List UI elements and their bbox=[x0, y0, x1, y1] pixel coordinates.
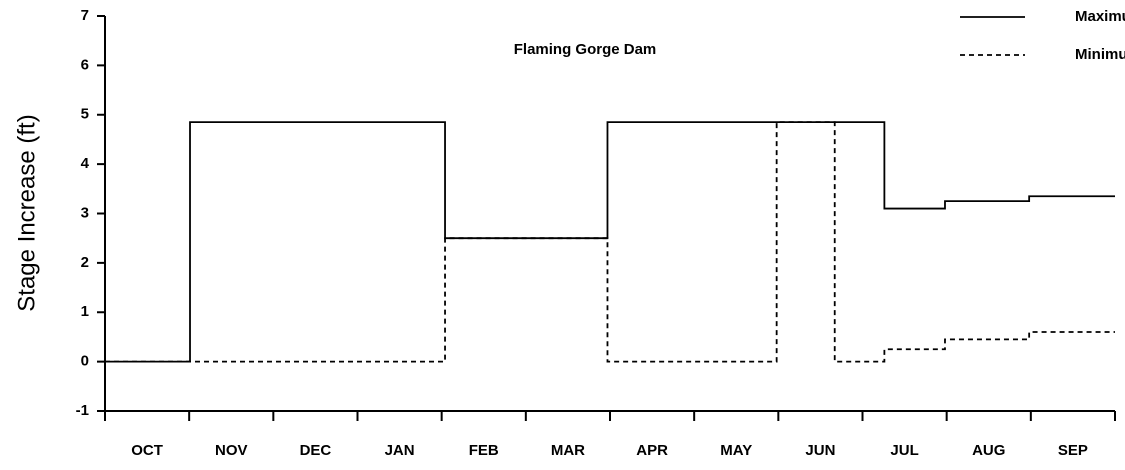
y-tick-label: 7 bbox=[81, 7, 89, 24]
x-tick-label: OCT bbox=[131, 442, 163, 459]
y-tick-label: 5 bbox=[81, 106, 89, 123]
legend-label: Maximum bbox=[1075, 8, 1125, 25]
x-tick-label: SEP bbox=[1058, 442, 1088, 459]
legend-label: Minimum bbox=[1075, 46, 1125, 63]
x-tick-label: DEC bbox=[300, 442, 332, 459]
y-tick-label: 4 bbox=[81, 155, 90, 172]
y-tick-label: 0 bbox=[81, 353, 89, 370]
series-line bbox=[105, 121, 1115, 363]
x-tick-label: APR bbox=[636, 442, 668, 459]
y-axis-label: Stage Increase (ft) bbox=[13, 114, 40, 311]
x-tick-label: FEB bbox=[469, 442, 499, 459]
chart-title: Flaming Gorge Dam bbox=[514, 41, 657, 58]
y-tick-label: -1 bbox=[76, 402, 89, 419]
y-tick-label: 1 bbox=[81, 303, 89, 320]
x-tick-label: JUL bbox=[890, 442, 918, 459]
y-tick-label: 3 bbox=[81, 204, 89, 221]
y-tick-label: 2 bbox=[81, 254, 89, 271]
series-line bbox=[105, 121, 1115, 363]
x-tick-label: JAN bbox=[385, 442, 415, 459]
x-tick-label: JUN bbox=[805, 442, 835, 459]
y-tick-label: 6 bbox=[81, 56, 89, 73]
x-tick-label: NOV bbox=[215, 442, 248, 459]
x-tick-label: MAR bbox=[551, 442, 585, 459]
x-tick-label: AUG bbox=[972, 442, 1005, 459]
x-tick-label: MAY bbox=[720, 442, 752, 459]
